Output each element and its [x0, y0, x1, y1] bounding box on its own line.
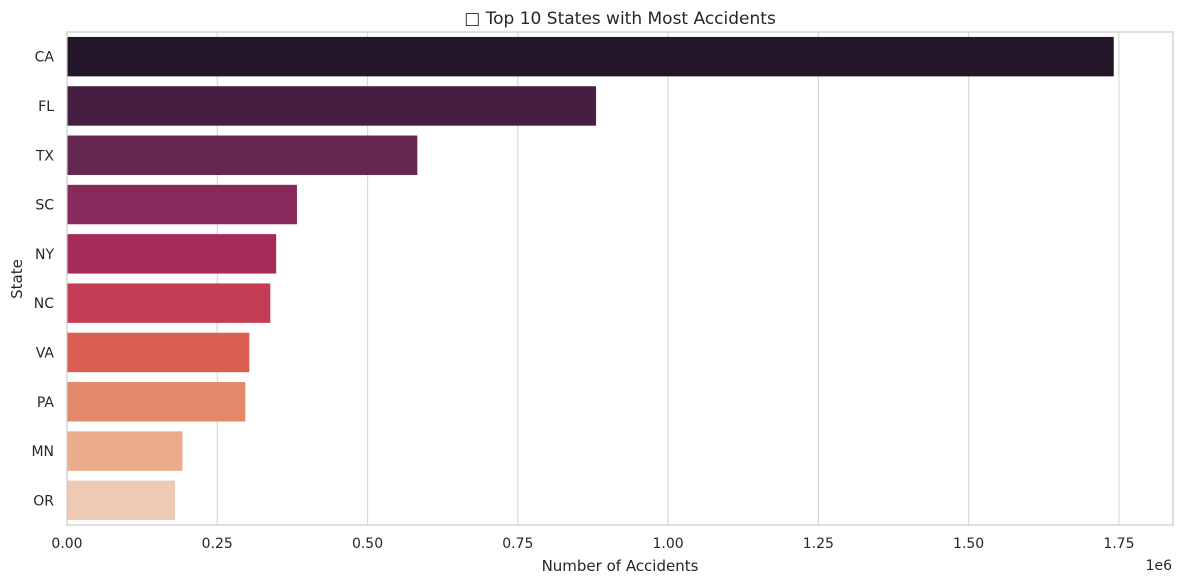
x-tick-label: 0.00: [51, 536, 82, 552]
x-axis-title: Number of Accidents: [542, 557, 699, 575]
y-tick-label-fl: FL: [38, 99, 54, 115]
bar-va: [67, 332, 250, 373]
bars-group: [67, 36, 1114, 521]
plot-frame: [66, 31, 1174, 526]
bar-mn: [67, 431, 183, 471]
bar-nc: [67, 283, 271, 323]
y-tick-label-ca: CA: [35, 50, 55, 66]
x-tick-label: 0.25: [202, 536, 233, 552]
x-tick-label: 0.75: [502, 536, 533, 552]
y-axis-title: State: [8, 259, 26, 299]
y-tick-label-va: VA: [36, 345, 55, 361]
chart-title: □ Top 10 States with Most Accidents: [464, 9, 776, 29]
y-tick-label-or: OR: [33, 493, 54, 509]
bar-or: [67, 480, 175, 521]
x-tick-label: 1.00: [653, 536, 684, 552]
bar-tx: [67, 135, 418, 175]
bar-fl: [67, 86, 597, 126]
y-tick-label-mn: MN: [31, 444, 54, 460]
bar-ca: [67, 36, 1114, 77]
y-tick-label-sc: SC: [35, 198, 54, 214]
x-tick-label: 1.25: [803, 536, 834, 552]
x-tick-label: 0.50: [352, 536, 383, 552]
y-tick-labels: CA FL TX SC NY NC VA PA MN OR: [31, 50, 54, 510]
bar-pa: [67, 382, 246, 422]
bar-sc: [67, 184, 297, 225]
x-tick-label: 1.50: [953, 536, 984, 552]
x-axis-scale-label: 1e6: [1146, 558, 1173, 574]
y-tick-label-pa: PA: [37, 395, 55, 411]
x-tick-label: 1.75: [1103, 536, 1134, 552]
y-tick-label-tx: TX: [35, 148, 55, 164]
y-tick-label-ny: NY: [35, 247, 54, 263]
x-tick-labels: 0.00 0.25 0.50 0.75 1.00 1.25 1.50 1.75: [51, 536, 1134, 552]
y-tick-label-nc: NC: [34, 296, 54, 312]
bar-ny: [67, 234, 277, 274]
